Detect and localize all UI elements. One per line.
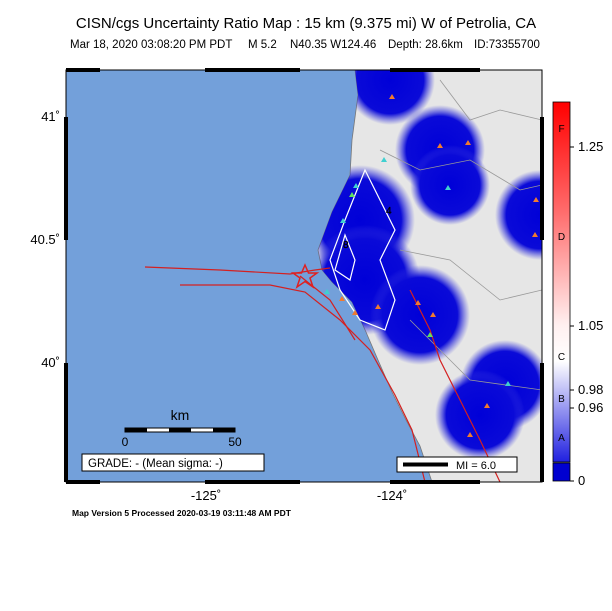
scale-label: km [171,407,190,423]
colorbar-tick: 0 [578,473,585,488]
event-location: N40.35 W124.46 [290,39,376,51]
contour-label: 8 [343,240,349,251]
colorbar-tick: 0.98 [578,382,603,397]
grade: GRADE: - (Mean sigma: -) [88,458,223,470]
colorbar-letter: D [558,232,565,243]
colorbar-letter: A [558,433,565,444]
colorbar-letter: C [558,352,565,363]
lon-tick: -125˚ [191,488,221,503]
mi-legend: MI = 6.0 [456,460,496,472]
colorbar-tick: 1.25 [578,139,603,154]
scale-tick: 50 [228,435,242,449]
mi-legend-box [396,456,518,473]
lat-tick: 40.5˚ [30,232,60,247]
lat-tick: 40˚ [41,355,60,370]
scale-bar: km 0 50 [122,407,242,449]
colorbar-letter: B [558,394,565,405]
colorbar: F D C B A 1.25 1.05 0.98 0.96 0 [552,101,603,488]
lat-tick: 41˚ [41,109,60,124]
epicenter [290,263,320,289]
contour-label: 4 [386,206,392,217]
colorbar-tick: 1.05 [578,318,603,333]
map-area: 4 8 km 0 50 GRADE: - (Mean sigma: -) MI … [66,70,542,482]
event-depth: Depth: 28.6km [388,39,463,51]
footer: Map Version 5 Processed 2020-03-19 03:11… [72,508,292,518]
faults [144,266,501,482]
event-id: ID:73355700 [474,39,540,51]
title: CISN/cgs Uncertainty Ratio Map : 15 km (… [76,15,536,32]
scale-tick: 0 [122,435,129,449]
lon-tick: -124˚ [377,488,407,503]
event-magnitude: M 5.2 [248,39,277,51]
grade-box [81,453,265,472]
event-date: Mar 18, 2020 03:08:20 PM PDT [70,39,232,51]
colorbar-letter: F [558,124,564,135]
map-frame [64,68,544,484]
contours [329,168,396,331]
colorbar-tick: 0.96 [578,400,603,415]
